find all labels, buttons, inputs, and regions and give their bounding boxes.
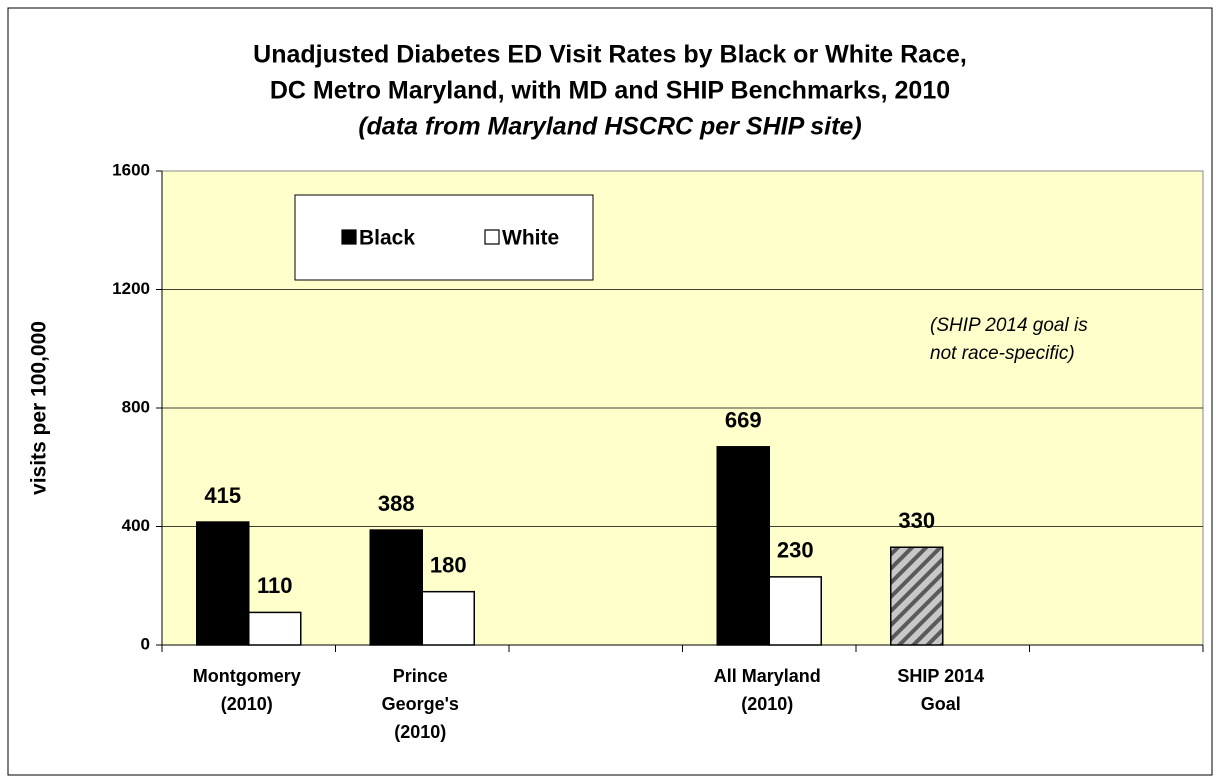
x-tick-label: George's xyxy=(382,694,459,714)
x-tick-label: SHIP 2014 xyxy=(897,666,984,686)
x-tick-label: All Maryland xyxy=(714,666,821,686)
data-label: 230 xyxy=(777,538,814,563)
chart-title: DC Metro Maryland, with MD and SHIP Benc… xyxy=(270,77,950,105)
data-label: 669 xyxy=(725,408,762,433)
y-tick-label: 1600 xyxy=(112,160,150,179)
y-axis-label: visits per 100,000 xyxy=(28,321,51,495)
legend-label: Black xyxy=(359,227,415,250)
x-tick-label: Prince xyxy=(393,666,448,686)
x-tick-label: (2010) xyxy=(221,694,273,714)
data-label: 388 xyxy=(378,491,415,516)
x-tick-label: Montgomery xyxy=(193,666,301,686)
legend-swatch xyxy=(484,229,500,245)
chart-title: Unadjusted Diabetes ED Visit Rates by Bl… xyxy=(253,41,967,69)
x-tick-label: (2010) xyxy=(394,722,446,742)
y-tick-label: 0 xyxy=(141,634,150,653)
bar xyxy=(716,446,770,646)
data-label: 330 xyxy=(898,508,935,533)
y-tick-label: 400 xyxy=(122,516,150,535)
annotation: not race-specific) xyxy=(930,343,1075,364)
data-label: 110 xyxy=(257,573,293,598)
x-tick-label: Goal xyxy=(921,694,961,714)
bar xyxy=(248,611,302,646)
bar xyxy=(768,576,822,646)
chart-subtitle: (data from Maryland HSCRC per SHIP site) xyxy=(358,113,861,141)
bar xyxy=(421,590,475,646)
bar xyxy=(890,546,944,646)
data-label: 180 xyxy=(430,552,467,577)
x-tick-label: (2010) xyxy=(741,694,793,714)
y-tick-label: 800 xyxy=(122,397,150,416)
legend-label: White xyxy=(502,227,559,250)
bar xyxy=(196,521,250,646)
y-tick-label: 1200 xyxy=(112,279,150,298)
annotation: (SHIP 2014 goal is xyxy=(930,315,1088,336)
legend-swatch xyxy=(341,229,357,245)
data-label: 415 xyxy=(204,483,241,508)
bar xyxy=(369,529,423,646)
